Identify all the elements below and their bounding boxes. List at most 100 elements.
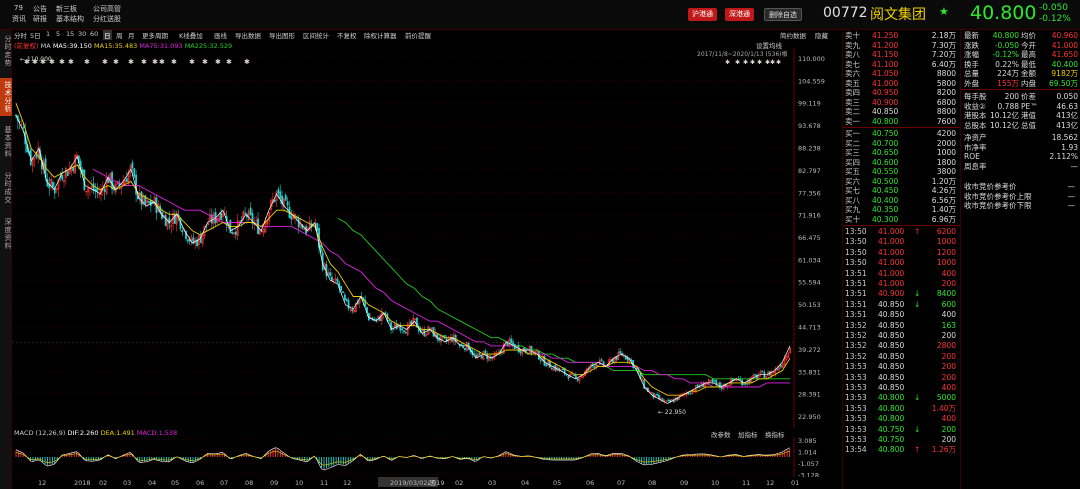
macd-add-indicator[interactable]: 加指标 — [738, 431, 758, 439]
candle-body — [545, 364, 548, 367]
bid-row[interactable]: 买一 40.750 4200 — [843, 129, 960, 139]
row-label: 卖七 — [845, 59, 860, 69]
ask-row[interactable]: 卖二 40.850 8800 — [843, 107, 960, 117]
candle-body — [231, 232, 234, 234]
bid-row[interactable]: 买四 40.600 1800 — [843, 158, 960, 168]
ask-row[interactable]: 卖一 40.800 7600 — [843, 117, 960, 127]
toolbar-intraday[interactable]: 分时 — [14, 32, 27, 40]
quote-value: 2.112% — [1049, 152, 1078, 161]
bid-row[interactable]: 买三 40.650 1000 — [843, 148, 960, 158]
menu-news[interactable]: 资讯 — [12, 15, 26, 23]
toolbar-15min[interactable]: 15 — [66, 30, 75, 38]
ref-label: 收市竞价参考价上限 — [964, 191, 1032, 201]
candle-body — [460, 343, 463, 346]
candle-body — [63, 179, 65, 182]
macd-tick-label: -3.128 — [798, 471, 819, 477]
quote-value: 413亿 — [1056, 111, 1078, 120]
row-price: 40.450 — [872, 186, 899, 195]
toolbar-1min[interactable]: 1 — [46, 30, 51, 38]
x-tick-label: 06 — [196, 479, 204, 487]
menu-dividend[interactable]: 分红送股 — [93, 15, 121, 23]
toolbar-30min[interactable]: 30 — [78, 30, 87, 38]
toolbar-60min[interactable]: 60 — [90, 30, 99, 38]
candle-body — [343, 294, 346, 301]
toolbar-export-data[interactable]: 导出数据 — [235, 32, 261, 40]
star-icon[interactable]: ★ — [939, 5, 949, 18]
candle-body — [643, 379, 646, 389]
tab-profile[interactable]: 基本资料 — [4, 126, 12, 158]
tab-technical[interactable]: 技术分析 — [0, 78, 12, 116]
bid-row[interactable]: 买二 40.700 2000 — [843, 139, 960, 149]
toolbar-price-alert[interactable]: 前价提醒 — [405, 32, 431, 40]
ask-row[interactable]: 卖五 41.000 5800 — [843, 79, 960, 89]
quote-row: 外盘 155万 内盘 69.50万 — [961, 79, 1080, 89]
ask-row[interactable]: 卖六 41.050 8800 — [843, 69, 960, 79]
tick-time: 13:53 — [845, 372, 867, 382]
bid-row[interactable]: 买十 40.300 6.96万 — [843, 215, 960, 225]
menu-structure[interactable]: 基本结构 — [56, 15, 84, 23]
row-label: 买五 — [845, 167, 860, 176]
tab-depth[interactable]: 深度资料 — [4, 218, 12, 250]
candle-body — [674, 397, 677, 402]
ask-row[interactable]: 卖七 41.100 6.40万 — [843, 60, 960, 70]
macd-chart[interactable]: 3.085 1.014 -1.057 -3.128 — [12, 437, 842, 477]
remove-watchlist-button[interactable]: 删除自选 — [764, 8, 802, 21]
toolbar-hide[interactable]: 隐藏 — [815, 32, 828, 40]
x-tick-label: 05 — [171, 479, 179, 487]
tick-volume: 1200 — [936, 247, 956, 257]
quote-value: 224万 — [997, 69, 1019, 78]
ask-row[interactable]: 卖九 41.200 7.30万 — [843, 41, 960, 51]
settings-ma-button[interactable]: 设置均线 — [756, 42, 782, 50]
menu-neeq[interactable]: 新三板 — [56, 5, 77, 13]
kline-chart[interactable]: 110.000 104.559 99.119 93.678 88.238 82.797 77… — [12, 48, 842, 428]
ask-row[interactable]: 卖八 41.150 7.20万 — [843, 50, 960, 60]
toolbar-no-adjust[interactable]: 不复权 — [337, 32, 357, 40]
toolbar-more-periods[interactable]: 更多周期 — [142, 32, 168, 40]
macd-edit-params[interactable]: 改参数 — [711, 431, 731, 439]
macd-switch-indicator[interactable]: 换指标 — [765, 431, 785, 439]
toolbar-simple-data[interactable]: 简约数据 — [780, 32, 806, 40]
tick-price: 40.850 — [878, 299, 905, 309]
candle-body — [421, 330, 424, 332]
candle-body — [652, 392, 655, 398]
ask-row[interactable]: 卖三 40.900 6800 — [843, 98, 960, 108]
event-marker: ✱ — [171, 58, 177, 66]
candle-body — [149, 200, 152, 206]
candle-body — [689, 393, 692, 395]
tick-time: 13:53 — [845, 393, 867, 403]
candle-body — [454, 334, 457, 342]
ask-row[interactable]: 卖四 40.950 8200 — [843, 88, 960, 98]
toolbar-export-image[interactable]: 导出图形 — [269, 32, 295, 40]
toolbar-overlay[interactable]: K线叠加 — [179, 32, 203, 40]
toolbar-5min[interactable]: 5 — [56, 30, 61, 38]
bid-row[interactable]: 买九 40.350 1.40万 — [843, 205, 960, 215]
toolbar-daily[interactable]: 日 — [103, 30, 112, 40]
menu-research[interactable]: 研报 — [33, 15, 47, 23]
trade-tick-row: 13:53 40.850 200 — [843, 373, 960, 383]
toolbar-monthly[interactable]: 月 — [128, 32, 135, 40]
candle-body — [464, 348, 466, 351]
toolbar-exright-calc[interactable]: 除权计算器 — [364, 32, 397, 40]
tab-intraday[interactable]: 分时走势 — [4, 35, 12, 67]
toolbar-5day[interactable]: 5日 — [30, 32, 41, 40]
menu-executives[interactable]: 公司高管 — [93, 5, 121, 13]
menu-announcement[interactable]: 公告 — [33, 5, 47, 13]
trade-tick-row: 13:52 40.850 200 — [843, 331, 960, 341]
candle-body — [661, 398, 664, 402]
candle-body — [388, 320, 391, 322]
bid-row[interactable]: 买七 40.450 4.26万 — [843, 186, 960, 196]
toolbar-draw-line[interactable]: 画线 — [214, 32, 227, 40]
tick-volume: 600 — [941, 299, 956, 309]
bid-row[interactable]: 买八 40.400 6.56万 — [843, 196, 960, 206]
toolbar-weekly[interactable]: 周 — [116, 32, 123, 40]
ma15-line — [15, 103, 791, 396]
tab-trades[interactable]: 分时成交 — [4, 172, 12, 204]
hk-sz-connect-button[interactable]: 深港通 — [725, 8, 754, 21]
ask-row[interactable]: 卖十 41.250 2.18万 — [843, 31, 960, 41]
event-marker: ✱ — [725, 59, 730, 66]
toolbar-range-stats[interactable]: 区间统计 — [303, 32, 329, 40]
hk-sh-connect-button[interactable]: 沪港通 — [688, 8, 717, 21]
bid-row[interactable]: 买六 40.500 1.20万 — [843, 177, 960, 187]
bid-row[interactable]: 买五 40.550 3800 — [843, 167, 960, 177]
event-marker: ✱ — [757, 59, 762, 66]
